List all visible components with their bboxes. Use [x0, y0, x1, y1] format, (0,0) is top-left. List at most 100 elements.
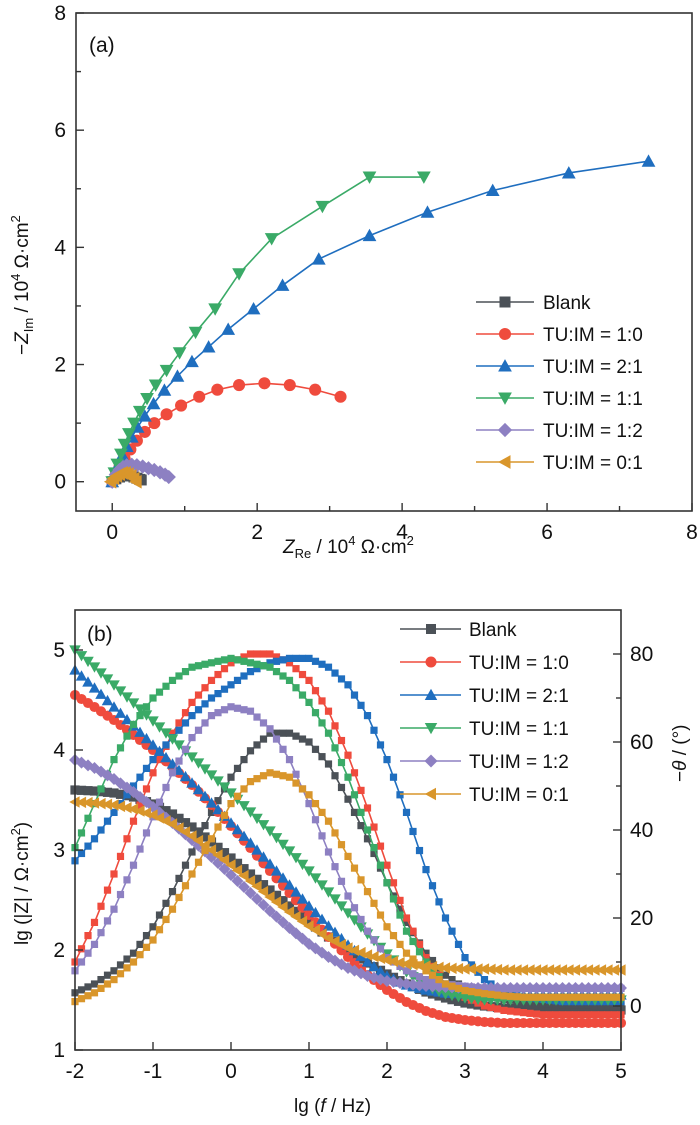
phase-point [279, 772, 287, 780]
phase-point [422, 958, 430, 966]
phase-point [409, 827, 417, 836]
phase-point [363, 888, 372, 896]
magnitude-point [297, 912, 308, 922]
y-tick-label: 4 [54, 236, 66, 259]
phase-point [318, 719, 326, 727]
nyquist-data-point [264, 233, 279, 246]
phase-point [337, 736, 346, 745]
phase-point [181, 719, 190, 727]
phase-point [298, 735, 307, 743]
phase-point [84, 814, 92, 822]
phase-point [90, 918, 99, 926]
phase-point [532, 993, 541, 1001]
phase-point [272, 668, 281, 676]
phase-point [428, 956, 437, 965]
legend-label: TU:IM = 2:1 [543, 357, 643, 378]
magnitude-point [89, 786, 100, 796]
magnitude-point [192, 834, 204, 847]
magnitude-point [114, 707, 127, 718]
magnitude-point [550, 964, 561, 976]
phase-point [272, 735, 281, 743]
phase-point [201, 700, 209, 708]
phase-point [324, 760, 333, 768]
nyquist-data-point [283, 378, 296, 392]
magnitude-point [569, 964, 581, 976]
magnitude-point [544, 1005, 555, 1015]
bx-title-post: / Hz) [326, 1096, 371, 1117]
magnitude-point [121, 801, 132, 814]
phase-point [357, 822, 365, 830]
magnitude-point [296, 893, 309, 904]
magnitude-point [231, 875, 244, 887]
phase-point [168, 729, 177, 737]
magnitude-point [603, 1005, 613, 1015]
magnitude-point [212, 776, 224, 787]
legend-entry: TU:IM = 1:0 [400, 653, 569, 674]
magnitude-point [556, 964, 568, 976]
phase-point [116, 890, 125, 899]
phase-point [207, 808, 216, 816]
phase-point [175, 719, 183, 727]
phase-point [552, 1011, 560, 1019]
x-title-exp: 4 [348, 533, 355, 548]
nyquist-data-point [233, 378, 246, 392]
magnitude-point [577, 1005, 587, 1015]
magnitude-point [595, 964, 607, 976]
magnitude-point [251, 893, 263, 905]
magnitude-point [296, 915, 308, 928]
phase-point [344, 681, 352, 689]
legend-marker [498, 392, 512, 405]
magnitude-point [517, 964, 529, 976]
phase-point [181, 882, 190, 890]
magnitude-point [108, 799, 119, 811]
phase-point [363, 826, 372, 834]
phase-point [253, 665, 261, 673]
phase-point [298, 691, 307, 699]
magnitude-point [257, 899, 270, 911]
phase-point [461, 982, 469, 990]
magnitude-point [173, 764, 185, 775]
magnitude-point [239, 864, 249, 874]
magnitude-point [114, 686, 127, 697]
x-title-rest: / 10 [311, 537, 348, 558]
phase-point [396, 911, 404, 919]
magnitude-point [316, 928, 327, 940]
phase-point [97, 826, 105, 834]
magnitude-point [140, 732, 153, 744]
phase-point [526, 984, 534, 992]
phase-point [175, 893, 183, 902]
magnitude-point [102, 787, 113, 797]
magnitude-point [433, 961, 444, 974]
phase-point [233, 764, 242, 772]
legend-label: Blank [469, 620, 517, 641]
magnitude-point [400, 958, 412, 970]
legend-entry: TU:IM = 2:1 [476, 357, 643, 378]
phase-point [110, 905, 118, 913]
phase-point [591, 993, 599, 1001]
legend-marker [498, 359, 512, 372]
phase-point [409, 970, 417, 978]
phase-point [402, 967, 411, 975]
phase-point [383, 756, 391, 764]
phase-point [363, 927, 372, 935]
magnitude-point [134, 704, 146, 715]
phase-point [402, 949, 411, 957]
phase-point [500, 984, 508, 992]
phase-point [116, 744, 125, 752]
phase-point [344, 852, 352, 860]
phase-point [311, 816, 320, 824]
phase-point [201, 660, 209, 668]
magnitude-point [205, 770, 218, 781]
legend-label: TU:IM = 1:0 [543, 325, 643, 346]
magnitude-point [374, 952, 386, 965]
phase-point [584, 984, 593, 992]
phase-point [253, 741, 261, 749]
magnitude-point [270, 833, 283, 844]
phase-point [136, 801, 144, 809]
magnitude-point [608, 964, 620, 976]
x-tick-label: 2 [251, 521, 263, 544]
phase-point [435, 898, 443, 906]
magnitude-point [374, 973, 387, 986]
phase-point [285, 773, 294, 781]
